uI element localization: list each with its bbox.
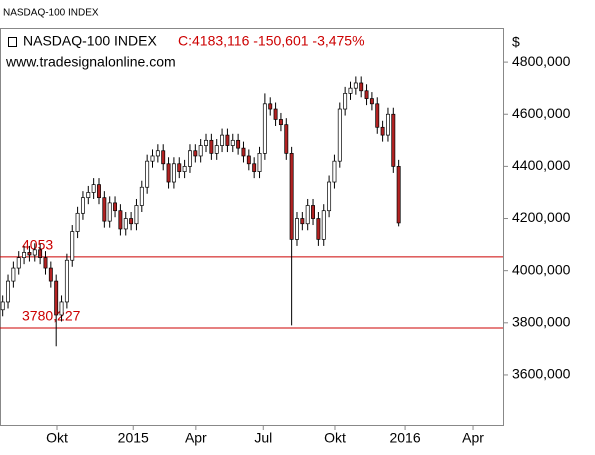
candle-body [123, 218, 128, 230]
level-label: 4053 [22, 237, 53, 253]
y-tick-label: 3800,000 [512, 314, 571, 330]
legend-last: C:4183,116 -150,601 -3,475% [178, 33, 365, 49]
candle-body [59, 301, 64, 316]
candle-body [273, 108, 278, 120]
candle-body [86, 192, 91, 199]
candle-body [359, 82, 364, 92]
candle-body [209, 139, 214, 154]
candle-body [145, 160, 150, 188]
candle-body [262, 103, 267, 154]
y-tick-label: 4600,000 [512, 105, 571, 121]
candle-body [337, 108, 342, 162]
candle-body [343, 93, 348, 110]
plot-frame [0, 28, 504, 426]
candle-body [364, 90, 369, 99]
candle-body [230, 139, 235, 146]
candle-body [129, 218, 134, 225]
candle-body [257, 153, 262, 172]
candle-body [75, 212, 80, 232]
y-tick-label: 4800,000 [512, 53, 571, 69]
candle-body [375, 103, 380, 128]
candle-body [11, 267, 16, 282]
candle-body [113, 202, 118, 212]
candle-body [70, 231, 75, 261]
candle-body [305, 205, 310, 225]
y-tick-label: 4000,000 [512, 261, 571, 277]
candle-body [311, 205, 315, 219]
candle-body [27, 252, 32, 256]
level-label: 3780,227 [22, 308, 81, 324]
candle-body [348, 87, 353, 94]
candle-body [193, 150, 198, 157]
candle-body [177, 163, 182, 172]
legend-icon [8, 37, 17, 47]
x-tick-label: Okt [46, 430, 68, 446]
candle-body [284, 124, 289, 154]
candle-body [80, 197, 85, 214]
x-tick-label: Okt [324, 430, 346, 446]
window-title: NASDAQ-100 INDEX [3, 8, 99, 19]
candle-body [252, 163, 257, 172]
candle-body [385, 113, 390, 136]
candle-body [48, 267, 53, 282]
candle-body [6, 280, 10, 303]
candle-body [118, 210, 123, 230]
candle-body [43, 257, 48, 269]
candle-body [332, 160, 337, 183]
candle-body [38, 249, 43, 258]
candle-body [396, 166, 401, 224]
legend-name: NASDAQ-100 INDEX [23, 33, 157, 49]
candle-body [300, 218, 305, 225]
candle-body [171, 163, 176, 183]
candle-body [295, 218, 299, 240]
candle-body [321, 210, 326, 240]
candle-body [0, 301, 5, 311]
candle-body [214, 145, 219, 154]
candle-body [91, 184, 96, 193]
candle-body [64, 259, 69, 303]
candle-body [316, 218, 321, 240]
x-tick-label: 2016 [389, 430, 420, 446]
candle-body [268, 103, 273, 110]
candle-body [236, 139, 241, 149]
candle-body [198, 145, 203, 157]
candle-body [22, 252, 27, 258]
x-tick-label: Apr [185, 430, 207, 446]
candle-body [139, 186, 144, 206]
y-tick-label: 4400,000 [512, 157, 571, 173]
candle-body [182, 166, 187, 172]
currency: $ [512, 34, 520, 50]
candle-body [353, 82, 358, 89]
x-tick-label: Apr [462, 430, 484, 446]
candle-body [369, 98, 374, 105]
y-tick-label: 4200,000 [512, 209, 571, 225]
candle-body [391, 113, 396, 167]
source: www.tradesignalonline.com [5, 54, 176, 70]
candle-body [102, 197, 107, 222]
candle-body [188, 150, 192, 167]
candle-body [16, 257, 21, 269]
x-tick-label: 2015 [118, 430, 149, 446]
candle-body [225, 134, 230, 146]
candle-body [246, 155, 251, 165]
candle-body [54, 280, 59, 316]
candle-body [380, 126, 385, 136]
candle-body [161, 150, 166, 165]
candle-body [241, 147, 246, 157]
candle-body [32, 249, 37, 256]
candle-body [155, 150, 160, 157]
candle-body [220, 134, 225, 146]
x-tick-label: Jul [254, 430, 272, 446]
candle-body [289, 153, 294, 240]
candle-body [107, 202, 112, 222]
candle-body [134, 205, 139, 225]
candle-body [278, 119, 283, 126]
candle-body [150, 155, 155, 162]
candle-body [166, 163, 171, 183]
candle-body [97, 184, 101, 199]
candle-body [204, 139, 208, 146]
y-tick-label: 3600,000 [512, 366, 571, 382]
candle-body [327, 181, 332, 212]
